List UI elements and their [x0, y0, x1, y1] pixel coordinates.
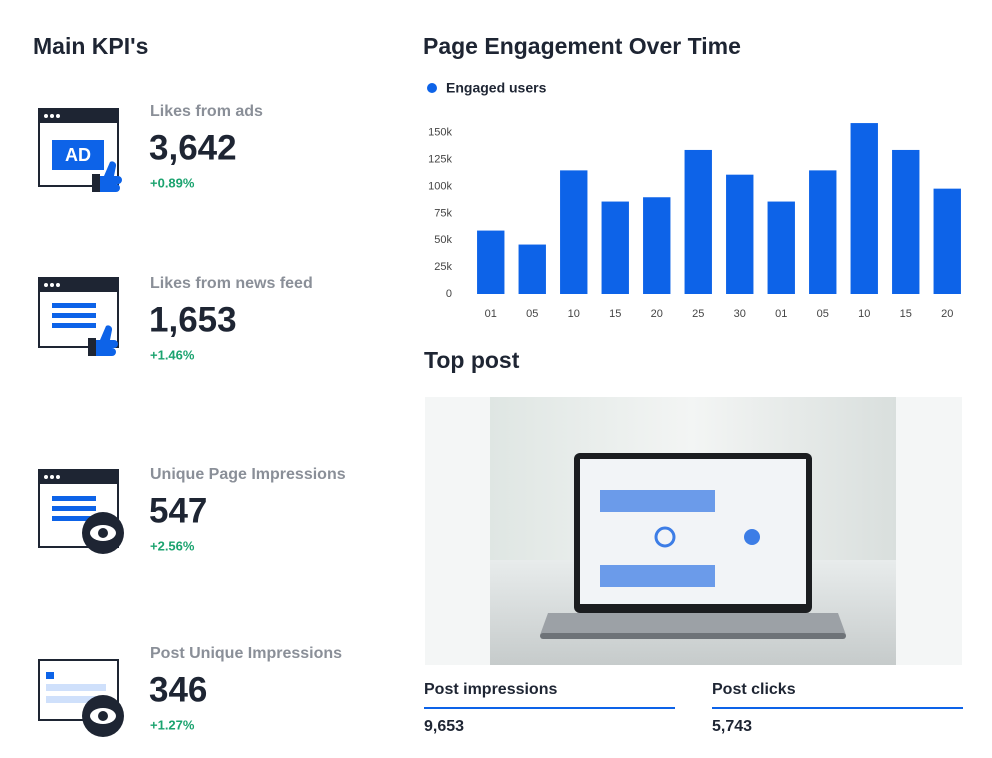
x-tick-label: 01	[485, 308, 497, 320]
metric-value: 5,743	[712, 718, 752, 735]
bar	[809, 170, 837, 294]
kpi-change: +0.89%	[150, 175, 195, 190]
kpi-title: Main KPI's	[33, 33, 148, 59]
y-tick-label: 50k	[434, 234, 452, 246]
bar	[560, 170, 588, 294]
bar	[684, 149, 712, 294]
chart-title: Page Engagement Over Time	[423, 33, 741, 59]
kpi-value: 547	[149, 491, 207, 530]
top-post-title: Top post	[424, 347, 520, 373]
kpi-change: +1.27%	[150, 717, 195, 732]
bar	[643, 197, 671, 294]
legend-marker	[427, 83, 437, 93]
bar	[850, 123, 878, 294]
kpi-label: Likes from news feed	[150, 275, 313, 292]
y-tick-label: 25k	[434, 261, 452, 273]
icon-feed	[38, 277, 119, 356]
kpi-label: Likes from ads	[150, 103, 263, 120]
bar	[601, 201, 629, 294]
x-tick-label: 01	[775, 308, 787, 320]
metric-label: Post clicks	[712, 681, 796, 698]
y-tick-label: 0	[446, 288, 452, 300]
kpi-change: +1.46%	[150, 347, 195, 362]
kpi-change: +2.56%	[150, 538, 195, 553]
bar	[477, 230, 505, 294]
x-tick-label: 15	[609, 308, 621, 320]
y-tick-label: 125k	[428, 154, 452, 166]
icon-page-impressions	[38, 469, 124, 554]
bar	[933, 188, 961, 294]
metric-value: 9,653	[424, 718, 464, 735]
icon-ad: AD	[38, 108, 122, 192]
kpi-label: Post Unique Impressions	[150, 645, 342, 662]
x-tick-label: 10	[568, 308, 580, 320]
x-tick-label: 05	[817, 308, 829, 320]
y-tick-label: 100k	[428, 180, 452, 192]
kpi-value: 1,653	[149, 300, 237, 339]
x-tick-label: 25	[692, 308, 704, 320]
bar	[518, 244, 546, 294]
x-tick-label: 20	[941, 308, 953, 320]
x-tick-label: 15	[900, 308, 912, 320]
y-tick-label: 75k	[434, 207, 452, 219]
metric-label: Post impressions	[424, 681, 557, 698]
legend-label: Engaged users	[446, 80, 547, 96]
x-tick-label: 30	[734, 308, 746, 320]
x-tick-label: 10	[858, 308, 870, 320]
icon-post-impressions	[38, 659, 124, 737]
svg-text:AD: AD	[65, 145, 91, 165]
kpi-value: 346	[149, 670, 207, 709]
x-tick-label: 20	[651, 308, 663, 320]
bar	[892, 149, 920, 294]
x-tick-label: 05	[526, 308, 538, 320]
y-tick-label: 150k	[428, 127, 452, 139]
bar	[726, 174, 754, 294]
kpi-label: Unique Page Impressions	[150, 466, 346, 483]
top-post-image	[425, 397, 962, 665]
bar	[767, 201, 795, 294]
kpi-value: 3,642	[149, 128, 237, 167]
